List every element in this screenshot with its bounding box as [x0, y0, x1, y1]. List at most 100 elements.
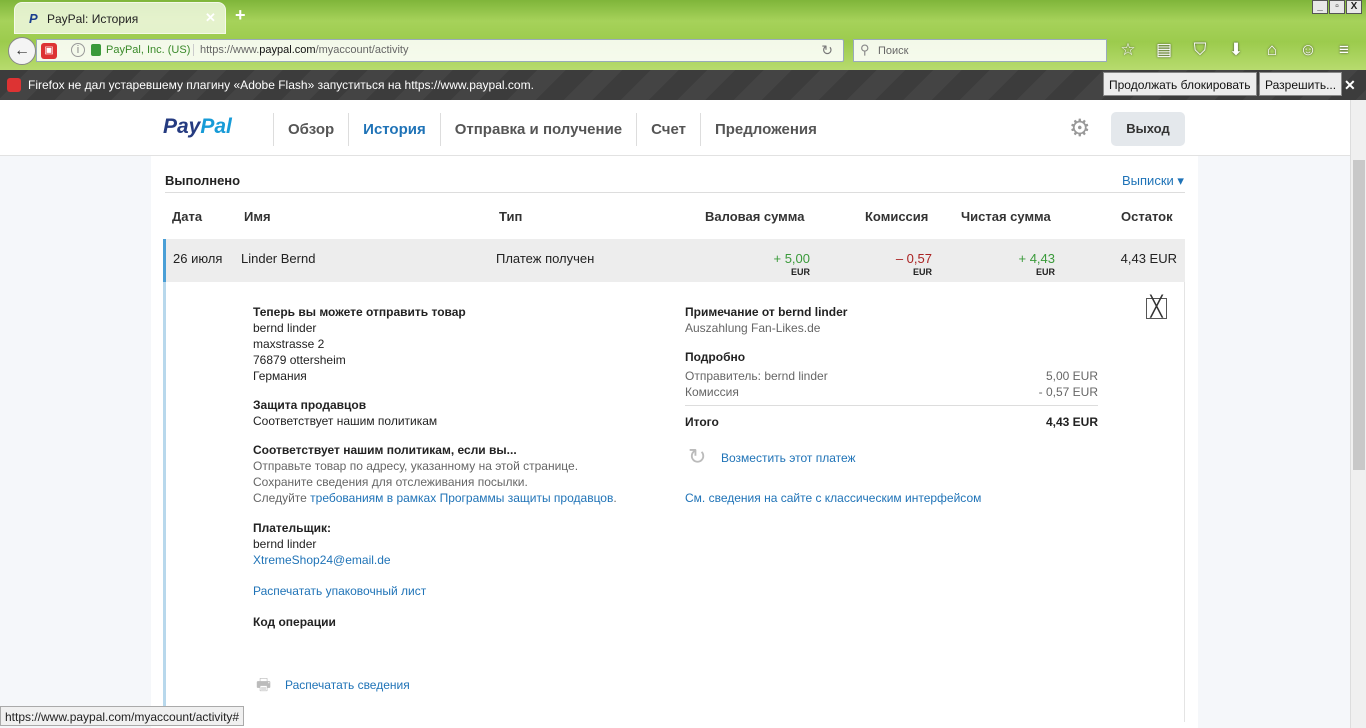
print-packing-slip-link[interactable]: Распечатать упаковочный лист	[253, 584, 427, 598]
browser-chrome: P PayPal: История ✕ + _ ▫ X ← ▣ i PayPal, …	[0, 0, 1366, 70]
policy-item: Отправьте товар по адресу, указанному на…	[253, 459, 579, 473]
url-prefix: https://www.	[200, 44, 260, 56]
info-icon[interactable]: i	[71, 43, 85, 57]
print-details-link[interactable]: Распечатать сведения	[285, 678, 410, 692]
net-value: + 4,43	[1018, 251, 1055, 266]
site-identity[interactable]: PayPal, Inc. (US)	[106, 44, 191, 56]
fee-value: – 0,57	[895, 251, 932, 266]
currency: EUR	[912, 267, 932, 277]
txn-type: Платеж получен	[496, 251, 595, 266]
address-line: Германия	[253, 369, 307, 383]
total-row: Итого 4,43 EUR	[685, 414, 1098, 430]
reload-icon[interactable]: ↻	[821, 42, 833, 58]
minimize-icon[interactable]: _	[1312, 0, 1328, 14]
browser-tab[interactable]: P PayPal: История ✕	[14, 2, 226, 34]
close-notification-icon[interactable]: ✕	[1344, 77, 1356, 93]
plugin-blocked-icon[interactable]: ▣	[41, 43, 57, 59]
total-label: Итого	[685, 415, 719, 429]
txn-gross: + 5,00 EUR	[773, 251, 810, 277]
currency: EUR	[1035, 267, 1055, 277]
reading-list-icon[interactable]: ▤	[1155, 40, 1173, 59]
divider	[165, 192, 1185, 193]
plugin-icon	[7, 78, 21, 92]
paypal-logo[interactable]: PayPal	[163, 115, 232, 139]
nav-offers[interactable]: Предложения	[699, 113, 831, 146]
continue-blocking-button[interactable]: Продолжать блокировать	[1103, 72, 1257, 96]
policy-item: Следуйте требованиям в рамках Программы …	[253, 491, 617, 505]
fee-amount: - 0,57 EUR	[1038, 385, 1098, 399]
nav-activity[interactable]: История	[348, 113, 440, 146]
download-icon[interactable]: ⬇	[1228, 40, 1244, 59]
close-details-icon[interactable]: ╳	[1146, 297, 1167, 319]
payer-email-link[interactable]: XtremeShop24@email.de	[253, 553, 391, 567]
address-line: maxstrasse 2	[253, 337, 325, 351]
right-details: Примечание от bernd linder Auszahlung Fa…	[685, 304, 1098, 430]
logout-button[interactable]: Выход	[1111, 112, 1185, 146]
close-window-icon[interactable]: X	[1346, 0, 1362, 14]
paypal-header: PayPal Обзор История Отправка и получени…	[0, 100, 1350, 156]
ship-title: Теперь вы можете отправить товар	[253, 305, 466, 319]
col-type[interactable]: Тип	[499, 209, 523, 224]
address-bar[interactable]: ▣ i PayPal, Inc. (US) https://www.paypal…	[36, 39, 844, 62]
note-text: Auszahlung Fan-Likes.de	[685, 321, 821, 335]
nav-wallet[interactable]: Счет	[636, 113, 700, 146]
seller-protection-link[interactable]: требованиям в рамках Программы защиты пр…	[310, 491, 614, 505]
pocket-icon[interactable]: ⛉	[1193, 40, 1207, 59]
refund-icon: ↻	[688, 444, 707, 469]
toolbar: ☆ ▤ ⛉ ⬇ ⌂ ☺ ≡	[1117, 40, 1355, 60]
section-title: Выполнено	[165, 173, 241, 188]
policy-title: Соответствует нашим политикам, если вы..…	[253, 443, 517, 457]
url-path: /myaccount/activity	[315, 44, 409, 56]
txn-net: + 4,43 EUR	[1018, 251, 1055, 277]
gross-value: + 5,00	[773, 251, 810, 266]
notification-message: Firefox не дал устаревшему плагину «Adob…	[28, 78, 534, 92]
total-amount: 4,43 EUR	[1045, 415, 1098, 429]
col-date[interactable]: Дата	[172, 209, 203, 224]
allow-button[interactable]: Разрешить...	[1259, 72, 1343, 96]
table-row[interactable]: 26 июля Linder Bernd Платеж получен + 5,…	[163, 239, 1185, 282]
home-icon[interactable]: ⌂	[1266, 40, 1278, 59]
restore-icon[interactable]: ▫	[1329, 0, 1345, 14]
refund-link[interactable]: Возместить этот платеж	[721, 451, 856, 465]
txn-name: Linder Bernd	[241, 251, 316, 266]
left-details: Теперь вы можете отправить товар bernd l…	[253, 304, 617, 630]
search-input[interactable]: ⚲ Поиск	[853, 39, 1107, 62]
sender-label: Отправитель: bernd linder	[685, 369, 828, 383]
txn-balance: 4,43 EUR	[1120, 251, 1177, 266]
payer-title: Плательщик:	[253, 521, 331, 535]
search-placeholder: Поиск	[878, 45, 909, 57]
payer-name: bernd linder	[253, 537, 317, 551]
smiley-icon[interactable]: ☺	[1299, 40, 1317, 59]
col-balance[interactable]: Остаток	[1121, 209, 1173, 224]
col-gross[interactable]: Валовая сумма	[705, 209, 805, 224]
classic-site-link[interactable]: См. сведения на сайте с классическим инт…	[685, 491, 982, 505]
lock-icon	[91, 44, 101, 56]
statements-dropdown[interactable]: Выписки ▾	[1122, 173, 1184, 188]
search-icon: ⚲	[860, 42, 870, 57]
bookmark-star-icon[interactable]: ☆	[1120, 40, 1136, 59]
new-tab-icon[interactable]: +	[235, 5, 246, 25]
window-controls: _ ▫ X	[1312, 0, 1362, 14]
nav-overview[interactable]: Обзор	[273, 113, 348, 146]
col-name[interactable]: Имя	[244, 209, 271, 224]
url-host: paypal.com	[259, 44, 316, 56]
transaction-code-label: Код операции	[253, 615, 336, 629]
main-nav: Обзор История Отправка и получение Счет …	[273, 113, 831, 146]
close-tab-icon[interactable]: ✕	[205, 10, 216, 25]
txn-fee: – 0,57 EUR	[896, 251, 932, 277]
tab-title: PayPal: История	[47, 12, 139, 26]
logo-pal: Pal	[200, 115, 232, 138]
fee-row: Комиссия - 0,57 EUR	[685, 384, 1098, 406]
nav-send-receive[interactable]: Отправка и получение	[439, 113, 636, 146]
gear-icon[interactable]: ⚙	[1069, 115, 1091, 142]
col-fee[interactable]: Комиссия	[865, 209, 929, 224]
policy-text: Следуйте	[253, 491, 311, 505]
menu-icon[interactable]: ≡	[1339, 40, 1349, 59]
scrollbar[interactable]	[1350, 100, 1366, 728]
txn-date: 26 июля	[173, 251, 223, 266]
col-net[interactable]: Чистая сумма	[961, 209, 1051, 224]
back-button[interactable]: ←	[8, 37, 36, 65]
paypal-favicon: P	[29, 11, 38, 26]
url-text[interactable]: https://www.paypal.com/myaccount/activit…	[193, 44, 408, 56]
scrollbar-thumb[interactable]	[1353, 160, 1365, 470]
